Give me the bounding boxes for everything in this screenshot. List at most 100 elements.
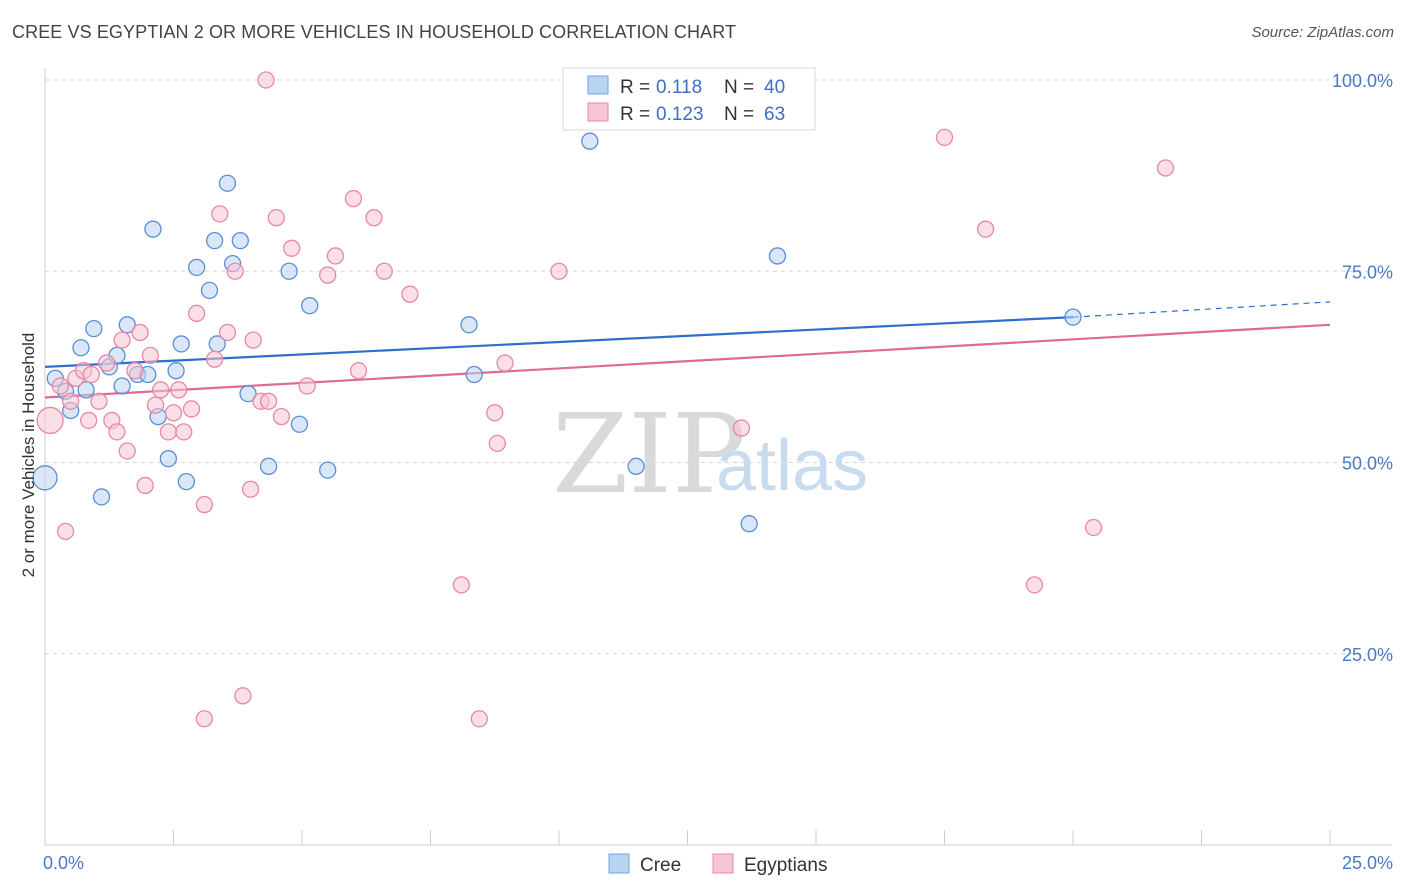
x-tick-label-1: 25.0%	[1342, 853, 1393, 873]
legend-n-label-cree: N =	[724, 77, 754, 98]
point-cree-14	[144, 220, 162, 238]
point-cree-39	[1064, 308, 1082, 326]
point-egyptians-37	[257, 71, 275, 89]
legend-box: R = 0.118 N = 40 R = 0.123 N = 63	[562, 67, 816, 131]
point-cree-28	[259, 457, 278, 475]
point-egyptians-26	[195, 495, 213, 514]
point-egyptians-57	[976, 220, 995, 238]
point-cree-4	[72, 339, 90, 357]
point-egyptians-19	[151, 381, 170, 399]
y-tick-label-0: 100.0%	[1332, 71, 1393, 91]
bottom-legend-swatch-egyptians	[712, 853, 734, 874]
point-egyptians-6	[80, 411, 98, 430]
point-cree-17	[167, 362, 185, 380]
legend-swatch-egyptians	[587, 102, 609, 122]
trend-lines	[44, 301, 1331, 399]
point-cree-7	[92, 488, 111, 506]
point-cree-16	[159, 450, 178, 468]
trend-line-cree	[44, 316, 1074, 368]
point-cree-19	[177, 472, 196, 491]
point-egyptians-7	[82, 365, 100, 384]
point-egyptians-13	[118, 442, 136, 460]
point-egyptians-24	[182, 400, 201, 418]
point-egyptians-55	[732, 419, 751, 437]
point-cree-18	[172, 335, 190, 353]
point-egyptians-34	[244, 331, 262, 349]
point-cree-38	[768, 247, 787, 265]
point-egyptians-40	[283, 239, 301, 257]
point-cree-32	[319, 461, 337, 479]
bottom-legend-swatch-cree	[608, 853, 630, 874]
point-egyptians-51	[486, 404, 504, 422]
point-cree-5	[77, 381, 95, 399]
bottom-legend-label-cree: Cree	[640, 855, 681, 876]
point-egyptians-0	[36, 406, 64, 435]
point-egyptians-31	[226, 262, 244, 280]
point-egyptians-21	[164, 404, 183, 422]
point-cree-26	[231, 231, 249, 250]
point-egyptians-48	[401, 285, 419, 303]
point-cree-0	[32, 465, 58, 491]
point-egyptians-44	[344, 189, 363, 208]
point-egyptians-41	[298, 377, 316, 395]
point-egyptians-11	[108, 423, 126, 441]
legend-r-label-egyptians: R =	[620, 104, 650, 125]
source-label: Source: ZipAtlas.com	[1251, 24, 1394, 41]
chart-title: CREE VS EGYPTIAN 2 OR MORE VEHICLES IN H…	[12, 22, 737, 42]
point-cree-10	[113, 377, 131, 395]
point-cree-20	[187, 258, 206, 277]
point-egyptians-49	[452, 576, 470, 594]
point-egyptians-25	[187, 304, 206, 322]
point-egyptians-22	[169, 381, 188, 399]
legend-r-label-cree: R =	[620, 77, 650, 98]
point-egyptians-28	[205, 350, 224, 368]
axes	[44, 68, 1392, 846]
point-egyptians-20	[159, 423, 178, 441]
point-egyptians-50	[470, 710, 488, 728]
point-egyptians-1	[51, 377, 70, 395]
data-points	[32, 71, 1175, 728]
legend-n-value-egyptians: 63	[764, 104, 785, 125]
point-egyptians-38	[267, 209, 285, 227]
point-cree-36	[627, 457, 645, 475]
point-egyptians-42	[319, 266, 337, 284]
point-egyptians-53	[496, 354, 514, 372]
point-egyptians-59	[1084, 518, 1103, 537]
point-cree-6	[85, 319, 103, 338]
bottom-legend-label-egyptians: Egyptians	[744, 855, 827, 876]
point-egyptians-8	[90, 392, 108, 410]
y-tick-labels: 100.0% 75.0% 50.0% 25.0%	[1332, 71, 1393, 665]
point-cree-37	[740, 515, 758, 533]
point-egyptians-3	[62, 392, 80, 410]
gridlines	[45, 79, 1392, 655]
point-egyptians-45	[349, 362, 368, 380]
y-axis-label: 2 or more Vehicles in Household	[19, 333, 38, 578]
point-cree-27	[239, 384, 257, 403]
point-cree-22	[205, 231, 224, 250]
trend-line-egyptians	[44, 323, 1331, 399]
point-egyptians-32	[234, 687, 252, 705]
point-egyptians-16	[136, 476, 154, 495]
point-cree-31	[301, 297, 319, 315]
y-tick-label-1: 75.0%	[1342, 262, 1393, 282]
trend-extension-cree	[1072, 301, 1331, 318]
point-egyptians-54	[550, 262, 568, 280]
point-egyptians-27	[195, 710, 213, 728]
point-egyptians-60	[1156, 159, 1175, 177]
point-egyptians-18	[146, 396, 165, 414]
point-egyptians-29	[211, 205, 229, 223]
point-egyptians-12	[113, 331, 131, 349]
point-cree-11	[118, 316, 136, 334]
bottom-legend: Cree Egyptians	[608, 853, 827, 876]
point-cree-34	[465, 365, 483, 384]
watermark-zip: ZIP	[552, 390, 746, 518]
point-cree-29	[280, 262, 298, 280]
x-tick-label-0: 0.0%	[43, 853, 84, 873]
point-egyptians-30	[218, 323, 237, 342]
point-egyptians-43	[326, 247, 345, 265]
point-egyptians-56	[935, 128, 954, 147]
point-cree-24	[218, 174, 237, 192]
point-egyptians-17	[141, 346, 160, 365]
point-egyptians-58	[1025, 576, 1044, 594]
legend-n-label-egyptians: N =	[724, 104, 754, 125]
